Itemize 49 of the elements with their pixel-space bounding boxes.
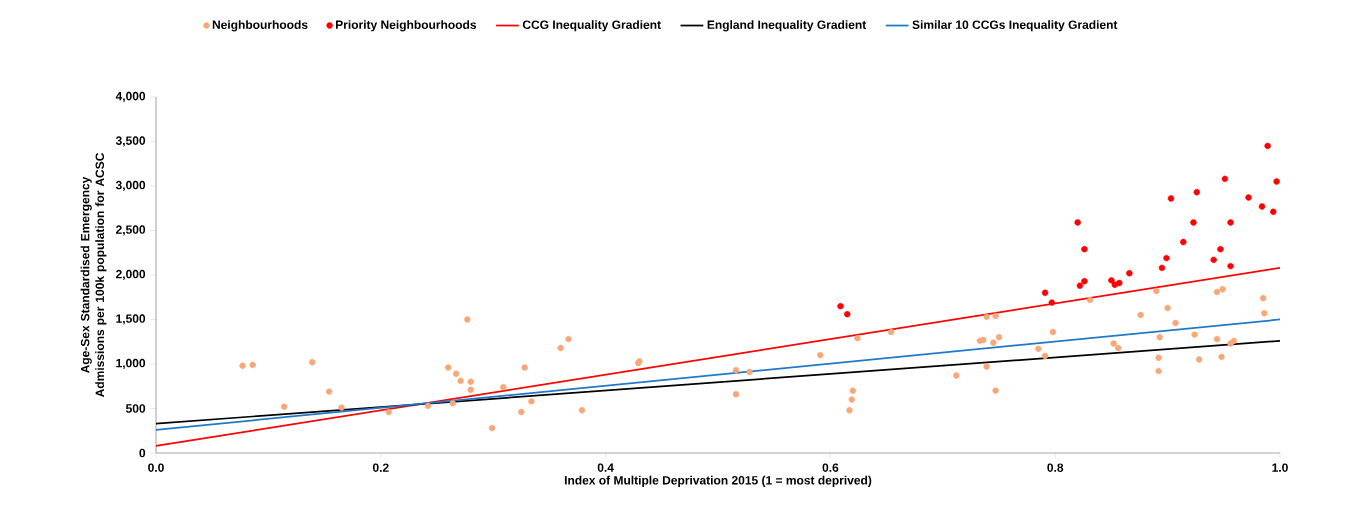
point	[1158, 264, 1166, 272]
x-tick-label: 0.6	[822, 463, 839, 472]
x-tick-label: 0.0	[148, 463, 164, 472]
point	[1076, 282, 1084, 289]
point	[1210, 256, 1217, 264]
point	[1180, 238, 1187, 246]
x-tick-label: 0.2	[372, 463, 389, 472]
point	[1081, 245, 1088, 253]
x-tick-label: 0.4	[597, 463, 614, 472]
point	[1193, 189, 1201, 196]
y-tick-label: 500	[125, 404, 146, 413]
point	[1074, 219, 1081, 226]
point	[1167, 195, 1175, 202]
point	[844, 310, 851, 318]
point	[1116, 279, 1123, 287]
point	[1126, 270, 1133, 277]
point	[1227, 262, 1234, 270]
point	[1108, 277, 1115, 284]
legend-label: England Inequality Gradient	[707, 20, 867, 32]
legend-label: Priority Neighbourhoods	[336, 20, 477, 32]
y-axis-title: Age-Sex Standardised Emergency Admissions per 100k population for ACSC	[80, 152, 107, 398]
point	[1258, 203, 1266, 210]
x-axis-title: Index of Multiple Deprivation 2015 (1 = most deprived)	[564, 475, 872, 487]
y-tick-label: 2,500	[116, 225, 146, 236]
y-tick-label: 1,500	[116, 314, 146, 325]
point	[1270, 208, 1277, 215]
point	[1217, 245, 1224, 253]
x-tick-label: 1.0	[1272, 463, 1288, 472]
point	[1245, 194, 1252, 201]
y-tick-label: 2,000	[116, 269, 146, 281]
point	[1264, 142, 1271, 150]
point	[1227, 219, 1234, 226]
y-tick-label: 3,500	[115, 136, 146, 147]
point	[1190, 219, 1197, 226]
point	[1163, 254, 1170, 262]
y-tick-label: 1,000	[116, 358, 146, 370]
legend-label: CCG Inequality Gradient	[522, 20, 661, 32]
x-tick-label: 0.8	[1047, 463, 1064, 472]
y-tick-label: 0	[139, 448, 146, 458]
legend-label: Neighbourhoods	[212, 20, 308, 32]
point	[1081, 278, 1088, 285]
point	[1221, 175, 1229, 183]
point	[1041, 289, 1049, 296]
point	[1273, 178, 1280, 185]
y-tick-label: 3,000	[115, 180, 146, 192]
y-tick-label: 4,000	[115, 91, 146, 103]
legend-label: Similar 10 CCGs Inequality Gradient	[912, 20, 1118, 32]
point	[837, 302, 844, 310]
point	[1048, 299, 1056, 306]
